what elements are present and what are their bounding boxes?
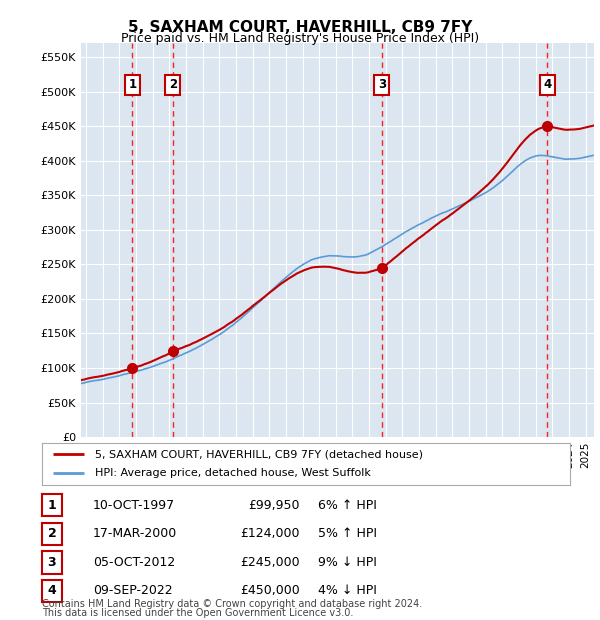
Text: 4: 4 (543, 78, 551, 91)
Text: 2: 2 (169, 78, 177, 91)
Text: 09-SEP-2022: 09-SEP-2022 (93, 585, 173, 597)
Text: 3: 3 (378, 78, 386, 91)
Text: HPI: Average price, detached house, West Suffolk: HPI: Average price, detached house, West… (95, 469, 371, 479)
Text: £99,950: £99,950 (248, 499, 300, 511)
Text: 4% ↓ HPI: 4% ↓ HPI (318, 585, 377, 597)
Text: 1: 1 (128, 78, 136, 91)
Text: 9% ↓ HPI: 9% ↓ HPI (318, 556, 377, 569)
Text: 2: 2 (47, 528, 56, 540)
Text: Price paid vs. HM Land Registry's House Price Index (HPI): Price paid vs. HM Land Registry's House … (121, 32, 479, 45)
Text: 5, SAXHAM COURT, HAVERHILL, CB9 7FY (detached house): 5, SAXHAM COURT, HAVERHILL, CB9 7FY (det… (95, 449, 423, 459)
Text: £245,000: £245,000 (241, 556, 300, 569)
Text: This data is licensed under the Open Government Licence v3.0.: This data is licensed under the Open Gov… (42, 608, 353, 618)
Text: 10-OCT-1997: 10-OCT-1997 (93, 499, 175, 511)
Text: 1: 1 (47, 499, 56, 511)
Text: £450,000: £450,000 (240, 585, 300, 597)
Text: 3: 3 (47, 556, 56, 569)
Text: £124,000: £124,000 (241, 528, 300, 540)
Text: 4: 4 (47, 585, 56, 597)
Text: 5, SAXHAM COURT, HAVERHILL, CB9 7FY: 5, SAXHAM COURT, HAVERHILL, CB9 7FY (128, 20, 472, 35)
Text: 17-MAR-2000: 17-MAR-2000 (93, 528, 177, 540)
Text: 05-OCT-2012: 05-OCT-2012 (93, 556, 175, 569)
Text: 6% ↑ HPI: 6% ↑ HPI (318, 499, 377, 511)
Text: Contains HM Land Registry data © Crown copyright and database right 2024.: Contains HM Land Registry data © Crown c… (42, 599, 422, 609)
Text: 5% ↑ HPI: 5% ↑ HPI (318, 528, 377, 540)
